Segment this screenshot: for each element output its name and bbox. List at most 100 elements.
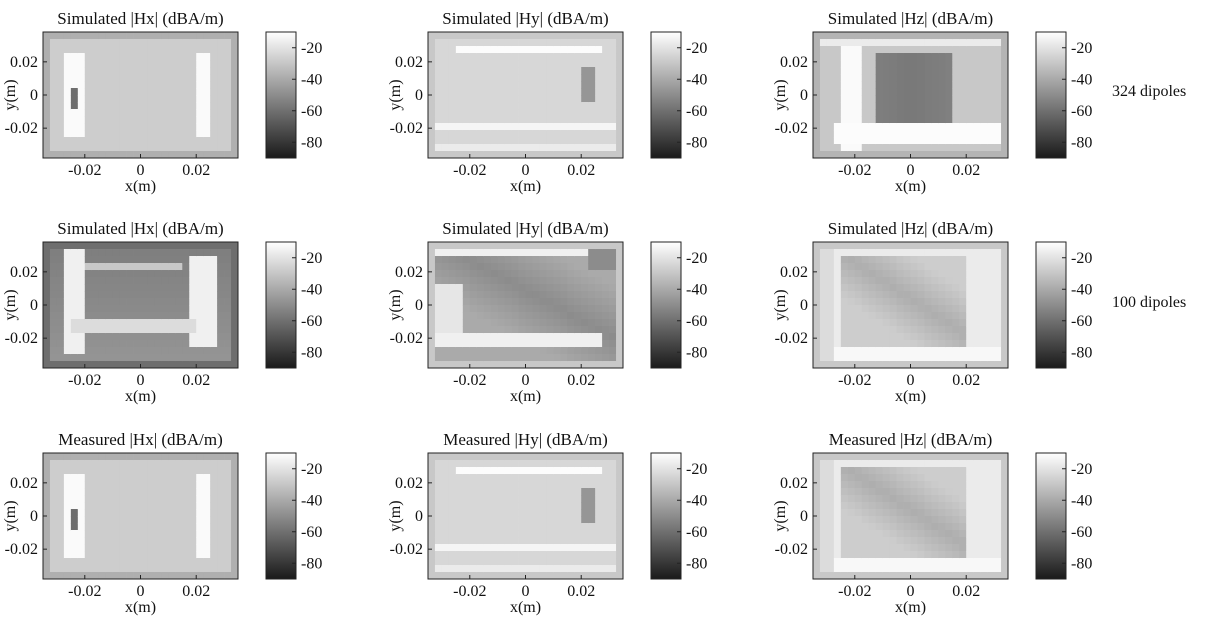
heatmap-cell [959,81,967,89]
heatmap-cell [819,474,828,482]
heatmap-cell [175,495,183,503]
heatmap-cell [847,284,856,292]
heatmap-cell [168,256,176,264]
heatmap-cell [476,305,485,313]
heatmap-cell [868,270,877,278]
heatmap-cell [896,544,904,552]
heatmap-cell [581,263,589,271]
heatmap-cell [182,151,190,159]
heatmap-cell [462,123,471,131]
heatmap-cell [231,81,239,89]
heatmap-cell [84,523,93,531]
heatmap-cell [511,488,519,496]
heatmap-cell [476,88,485,96]
heatmap-cell [70,312,79,320]
heatmap-cell [147,88,155,96]
heatmap-cell [525,565,533,573]
heatmap-cell [70,151,79,159]
heatmap-cell [56,565,65,573]
heatmap-cell [224,551,232,559]
heatmap-cell [567,81,575,89]
colorbar: -20-40-60-80 [1035,452,1092,580]
heatmap-cell [973,67,981,75]
heatmap-cell [903,270,911,278]
heatmap-cell [84,242,93,250]
heatmap-cell [574,558,582,566]
heatmap-cell [938,109,946,117]
heatmap-cell [616,558,624,566]
heatmap-cell [546,95,554,103]
heatmap-cell [154,467,162,475]
heatmap-cell [203,347,211,355]
heatmap-cell [567,284,575,292]
heatmap-cell [826,565,835,573]
heatmap-cell [945,537,953,545]
heatmap-cell [868,572,877,580]
heatmap-cell [43,354,51,362]
heatmap-cell [483,67,492,75]
heatmap-cell [196,263,204,271]
heatmap-cell [875,249,884,257]
heatmap-cell [182,326,190,334]
heatmap-cell [553,361,561,369]
heatmap-cell [182,53,190,61]
y-tick-label: -0.02 [775,330,808,347]
heatmap-cell [560,319,568,327]
heatmap-cell [847,137,856,145]
heatmap-cell [813,467,821,475]
heatmap-cell [133,249,141,257]
heatmap-cell [455,102,464,110]
heatmap-cell [182,523,190,531]
heatmap-cell [63,291,72,299]
heatmap-cell [511,284,519,292]
heatmap-cell [973,305,981,313]
heatmap-cell [490,551,499,559]
heatmap-cell [448,340,457,348]
heatmap-cell [910,123,918,131]
heatmap-cell [511,558,519,566]
heatmap-cell [182,453,190,461]
heatmap-cell [133,312,141,320]
heatmap-cell [910,39,918,47]
heatmap-cell [77,249,86,257]
heatmap-cell [868,81,877,89]
heatmap-cell [77,516,86,524]
heatmap-cell [819,81,828,89]
heatmap-cell [917,53,925,61]
heatmap-cell [168,46,176,54]
heatmap-cell [56,102,65,110]
heatmap-cell [546,74,554,82]
heatmap-cell [84,67,93,75]
heatmap-cell [532,291,540,299]
heatmap-cell [910,284,918,292]
heatmap-cell [588,481,596,489]
heatmap-cell [994,319,1002,327]
heatmap-cell [63,460,72,468]
heatmap-cell [910,467,918,475]
heatmap-cell [119,67,127,75]
heatmap-cell [203,516,211,524]
heatmap-cell [147,516,155,524]
heatmap-cell [43,460,51,468]
heatmap-cell [56,509,65,517]
heatmap-cell [469,326,478,334]
heatmap-cell [154,516,162,524]
panel-title: Simulated |Hy| (dBA/m) [442,219,608,238]
heatmap-cell [49,284,58,292]
heatmap-cell [952,305,960,313]
heatmap-cell [588,67,596,75]
heatmap-cell [847,130,856,138]
heatmap-cell [840,298,849,306]
heatmap-cell [973,270,981,278]
heatmap-cell [847,467,856,475]
heatmap-cell [77,46,86,54]
heatmap-cell [231,333,239,341]
heatmap-cell [43,340,51,348]
heatmap-cell [602,488,610,496]
heatmap-cell [483,572,492,580]
heatmap-cell [175,277,183,285]
x-tick-label: 0.02 [567,372,595,389]
heatmap-cell [518,572,526,580]
heatmap-cell [854,81,863,89]
heatmap-cell [616,123,624,131]
